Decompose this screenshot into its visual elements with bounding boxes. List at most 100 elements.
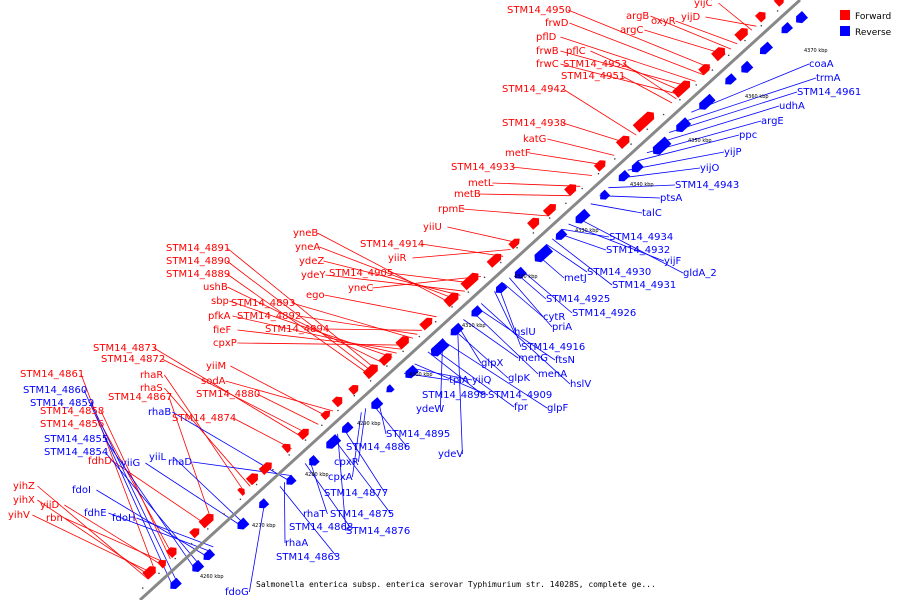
- forward-leader-line: [325, 328, 422, 331]
- kbp-tick-label: 4350 kbp: [688, 138, 712, 144]
- reverse-leader-line: [358, 408, 367, 463]
- reverse-gene: [471, 305, 483, 317]
- forward-gene-label: pfkA: [208, 311, 231, 322]
- reverse-gene-label: fdoH: [112, 513, 136, 524]
- forward-gene: [755, 11, 766, 23]
- reverse-leader-line: [343, 428, 386, 494]
- forward-leader-line: [705, 16, 757, 27]
- reverse-gene-label: ptsA: [660, 193, 682, 204]
- forward-leader-line: [590, 50, 684, 93]
- forward-gene: [237, 487, 245, 496]
- reverse-gene: [514, 266, 527, 279]
- reverse-gene-label: priA: [552, 322, 572, 333]
- reverse-gene-label: STM14_4886: [346, 442, 410, 453]
- forward-leader-line: [420, 243, 504, 257]
- legend-reverse-swatch: [840, 26, 850, 36]
- reverse-gene: [286, 474, 297, 485]
- forward-gene: [773, 0, 784, 7]
- reverse-gene: [386, 384, 395, 393]
- forward-leader-line: [644, 29, 726, 55]
- forward-gene-label: rbn: [46, 513, 63, 524]
- forward-leader-line: [462, 208, 548, 217]
- reverse-leader-line: [494, 291, 515, 333]
- forward-leader-line: [492, 182, 581, 187]
- forward-gene-label: yijC: [694, 0, 712, 9]
- axis-dot: [548, 217, 551, 219]
- forward-leader-line: [569, 22, 704, 75]
- reverse-gene: [534, 244, 553, 263]
- reverse-gene: [430, 338, 450, 357]
- reverse-gene-label: hslV: [570, 379, 591, 390]
- forward-leader-line: [529, 152, 604, 166]
- kbp-tick-label: 4330 kbp: [575, 228, 599, 234]
- forward-gene-label: yiiM: [206, 361, 226, 372]
- axis-dot: [500, 261, 502, 264]
- legend: Forward Reverse: [840, 10, 892, 38]
- reverse-leader-line: [508, 277, 553, 328]
- axis-dot: [272, 468, 274, 471]
- forward-gene-label: STM14_4950: [507, 5, 571, 16]
- reverse-gene-label: yiiG: [121, 458, 140, 469]
- forward-gene-label: argC: [620, 25, 643, 36]
- forward-gene: [245, 473, 258, 486]
- forward-gene-label: pflD: [536, 32, 557, 43]
- axis-dot: [711, 69, 714, 71]
- forward-leader-line: [675, 20, 738, 45]
- reverse-gene: [326, 434, 342, 449]
- forward-leader-line: [297, 315, 418, 335]
- reverse-gene-label: STM14_4930: [587, 267, 651, 278]
- reverse-gene-label: STM14_4916: [521, 342, 585, 353]
- reverse-gene-label: STM14_4875: [330, 509, 394, 520]
- forward-leader-line: [226, 260, 375, 374]
- reverse-gene-label: menA: [538, 369, 567, 380]
- axis-dot: [434, 320, 437, 323]
- reverse-gene-label: gldA_2: [683, 268, 717, 279]
- kbp-tick-label: 4360 kbp: [745, 94, 769, 100]
- reverse-gene-label: STM14_4854: [44, 447, 108, 458]
- reverse-gene: [203, 548, 216, 561]
- kbp-tick-label: 4260 kbp: [200, 574, 224, 580]
- forward-gene-label: yihZ: [13, 481, 35, 492]
- forward-gene-label: ydeZ: [299, 256, 324, 267]
- forward-gene: [348, 385, 359, 395]
- reverse-leader-line: [599, 195, 661, 199]
- reverse-gene-label: ydeV: [438, 449, 463, 460]
- axis-dot: [727, 54, 730, 57]
- forward-gene: [166, 547, 177, 558]
- legend-forward-label: Forward: [855, 12, 891, 22]
- forward-gene-label: STM14_4893: [231, 298, 295, 309]
- reverse-gene-label: fdoI: [72, 485, 91, 496]
- forward-leader-line: [650, 15, 732, 50]
- reverse-leader-line: [104, 451, 198, 562]
- reverse-leader-line: [627, 151, 725, 171]
- reverse-leader-line: [575, 216, 684, 274]
- reverse-leader-line: [304, 463, 351, 528]
- forward-gene: [508, 238, 520, 250]
- forward-gene-label: oxyR: [651, 16, 676, 27]
- reverse-leader-line: [608, 184, 676, 189]
- axis-dot: [337, 409, 339, 412]
- axis-dot: [565, 202, 567, 205]
- forward-gene: [698, 64, 710, 76]
- reverse-leader-line: [657, 105, 780, 144]
- forward-gene-label: yneA: [295, 242, 320, 253]
- reverse-gene-label: yijP: [724, 147, 742, 158]
- reverse-gene-label: STM14_4943: [675, 180, 739, 191]
- reverse-gene-label: STM14_4876: [346, 526, 410, 537]
- reverse-leader-line: [498, 287, 522, 348]
- reverse-leader-line: [173, 456, 242, 522]
- forward-gene-label: STM14_4858: [40, 406, 104, 417]
- forward-gene: [395, 336, 409, 350]
- reverse-leader-line: [463, 319, 519, 359]
- reverse-gene-label: fdhE: [84, 508, 107, 519]
- axis-dot: [760, 24, 763, 27]
- reverse-gene: [741, 60, 754, 73]
- forward-gene-label: frwB: [536, 46, 559, 57]
- forward-gene-label: STM14_4861: [20, 369, 84, 380]
- forward-gene-label: yijD: [681, 12, 700, 23]
- forward-gene-label: ushB: [203, 282, 228, 293]
- forward-gene-label: STM14_4873: [93, 343, 157, 354]
- reverse-leader-line: [551, 238, 613, 286]
- reverse-leader-line: [136, 517, 214, 548]
- forward-gene-label: yihV: [8, 510, 30, 521]
